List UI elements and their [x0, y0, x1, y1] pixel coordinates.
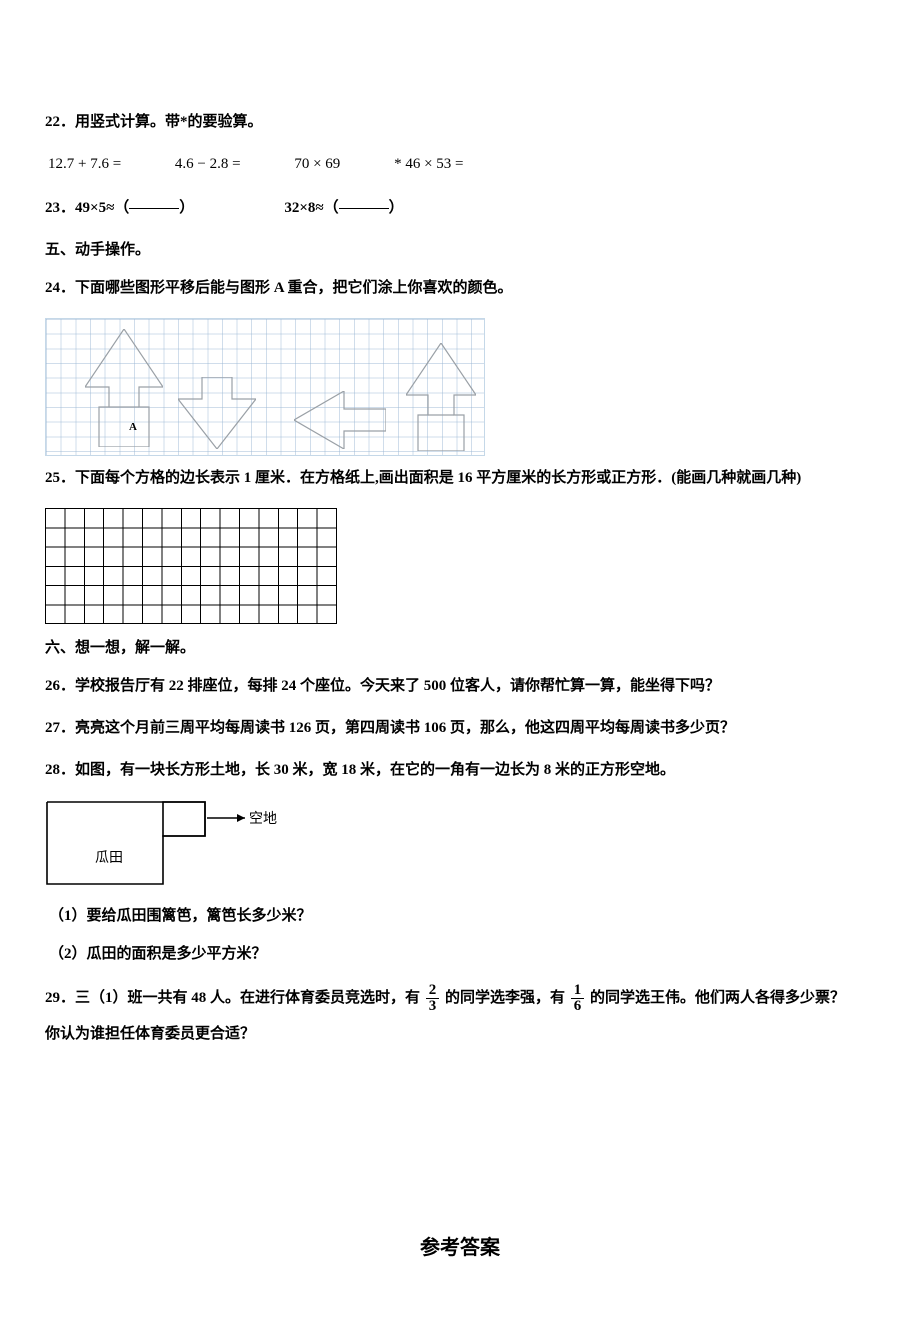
q22-item-4: * 46 × 53 = [394, 152, 463, 176]
q22-math-line: 12.7 + 7.6 = 4.6 − 2.8 = 70 × 69 * 46 × … [48, 152, 875, 176]
q29-p3: 的同学选王伟。他们两人各得多少票？ [590, 990, 845, 1006]
q29-prompt: 29．三（1）班一共有 48 人。在进行体育委员竞选时，有 23 的同学选李强，… [45, 980, 875, 1052]
q23-blank1 [129, 208, 179, 209]
q25-grid [45, 508, 337, 624]
q23-blank2 [339, 208, 389, 209]
q23-expr2-close: ） [389, 200, 404, 216]
q29-frac1: 23 [426, 983, 440, 1014]
q29-frac1-num: 2 [426, 983, 440, 999]
q23-expr1: 49×5≈（ [75, 200, 129, 216]
q23-prefix: 23． [45, 200, 75, 216]
q24-shape-arrow-down [178, 377, 256, 449]
q23-expr1-close: ） [179, 200, 194, 216]
section6-header: 六、想一想，解一解。 [45, 636, 875, 660]
answer-title: 参考答案 [45, 1232, 875, 1264]
q22-item-1: 12.7 + 7.6 = [48, 152, 121, 176]
q28-sub2: （2）瓜田的面积是多少平方米？ [49, 942, 875, 966]
q24-shape-arrow-left [294, 391, 386, 449]
q28-diagram: 瓜田 空地 [45, 800, 305, 890]
q28-label-field: 瓜田 [95, 848, 123, 870]
q23-prompt: 23．49×5≈（ ） 32×8≈（ ） [45, 196, 875, 220]
q22-item-3: 70 × 69 [294, 152, 340, 176]
q24-figure: A [45, 318, 485, 456]
q26-prompt: 26．学校报告厅有 22 排座位，每排 24 个座位。今天来了 500 位客人，… [45, 674, 875, 698]
q24-label-a: A [129, 419, 137, 437]
q29-p1: 29．三（1）班一共有 48 人。在进行体育委员竞选时，有 [45, 990, 420, 1006]
q29-frac1-den: 3 [426, 999, 440, 1014]
q29-p2: 的同学选李强，有 [445, 990, 565, 1006]
q24-prompt: 24．下面哪些图形平移后能与图形 A 重合，把它们涂上你喜欢的颜色。 [45, 276, 875, 300]
q29-frac2-den: 6 [571, 999, 585, 1014]
q22-item-2: 4.6 − 2.8 = [175, 152, 241, 176]
q25-prompt: 25．下面每个方格的边长表示 1 厘米．在方格纸上,画出面积是 16 平方厘米的… [45, 466, 875, 490]
q29-frac2: 16 [571, 983, 585, 1014]
q28-label-empty: 空地 [249, 809, 277, 831]
q27-prompt: 27．亮亮这个月前三周平均每周读书 126 页，第四周读书 106 页，那么，他… [45, 716, 875, 740]
q24-shape-tree-a [85, 329, 163, 447]
q23-expr2: 32×8≈（ [284, 200, 338, 216]
q28-sub1: （1）要给瓜田围篱笆，篱笆长多少米？ [49, 904, 875, 928]
q29-frac2-num: 1 [571, 983, 585, 999]
q29-p4: 你认为谁担任体育委员更合适？ [45, 1026, 255, 1042]
q28-prompt: 28．如图，有一块长方形土地，长 30 米，宽 18 米，在它的一角有一边长为 … [45, 758, 875, 782]
q22-prompt: 22．用竖式计算。带*的要验算。 [45, 110, 875, 134]
section5-header: 五、动手操作。 [45, 238, 875, 262]
q24-shape-tree-b [406, 343, 476, 451]
